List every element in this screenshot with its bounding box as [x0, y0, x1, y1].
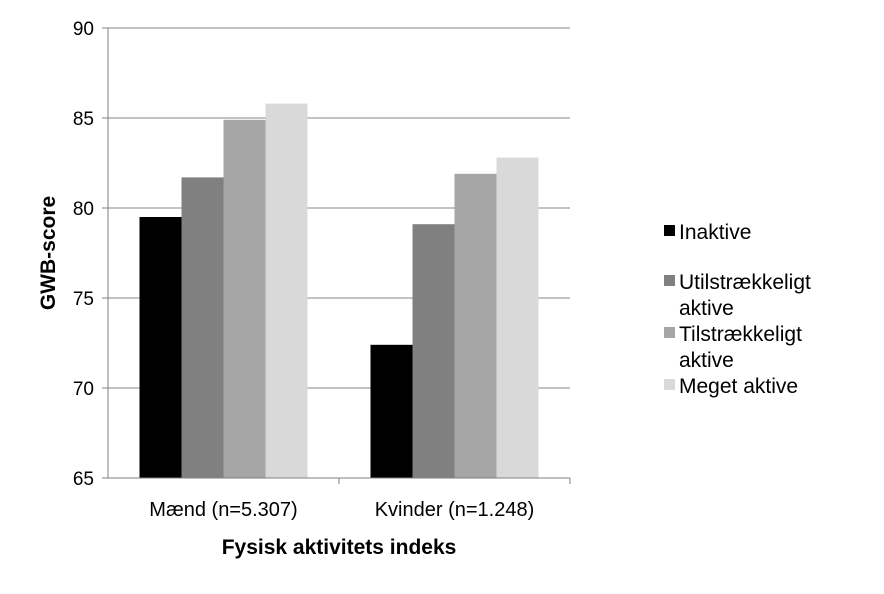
x-tick-label: Kvinder (n=1.248)	[375, 499, 535, 521]
y-tick-label: 65	[73, 469, 94, 490]
legend-label-4: Meget aktive	[679, 375, 798, 398]
legend-label-1: Inaktive	[679, 221, 751, 244]
y-tick-label: 70	[73, 379, 94, 400]
legend-label-3: Tilstrækkeligt aktive	[679, 323, 802, 372]
bar-kvinder-series-2	[412, 224, 455, 478]
bar-maend-series-1	[139, 217, 182, 478]
legend-swatch-1	[664, 225, 675, 236]
bar-kvinder-series-3	[454, 173, 497, 479]
x-tick-label: Mænd (n=5.307)	[149, 499, 297, 521]
bar-kvinder-series-1	[370, 344, 413, 478]
legend-label-2: Utilstrækkeligt aktive	[679, 271, 811, 320]
legend-swatch-2	[664, 275, 675, 286]
legend-swatch-3	[664, 327, 675, 338]
legend-swatch-4	[664, 379, 675, 390]
bar-maend-series-2	[181, 177, 224, 478]
y-tick-label: 75	[73, 289, 94, 310]
legend: Inaktive Utilstrækkeligt aktiveTilstrækkel…	[664, 221, 811, 398]
bar-maend-series-4	[265, 103, 308, 478]
y-axis-title: GWB-score	[37, 196, 60, 310]
bar-maend-series-3	[223, 119, 266, 479]
x-tick-labels: Mænd (n=5.307) Kvinder (n=1.248)	[149, 478, 571, 521]
y-tick-labels: 65 70 75 80 85 90	[73, 19, 94, 490]
y-tick-label: 85	[73, 109, 94, 130]
y-tick-label: 90	[73, 19, 94, 40]
y-tick-label: 80	[73, 199, 94, 220]
bars	[139, 103, 539, 479]
bar-kvinder-series-4	[496, 157, 539, 478]
x-axis-title: Fysisk aktivitets indeks	[222, 536, 457, 559]
